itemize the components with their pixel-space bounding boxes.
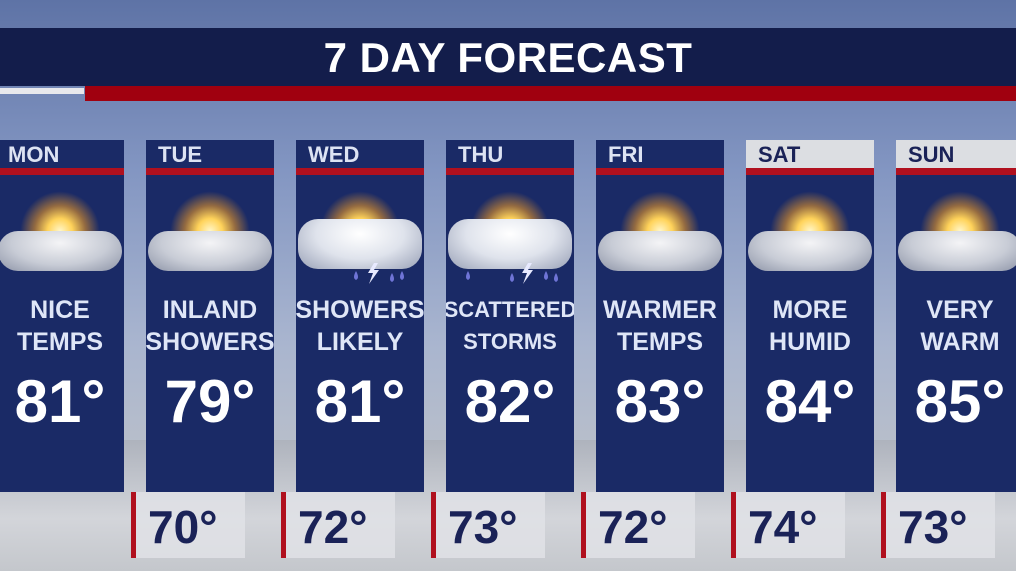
high-temp: 81° xyxy=(314,368,406,435)
forecast-description: MORE HUMID xyxy=(746,285,874,367)
day-column-thu: THU SCATTERED STORMS 82° xyxy=(446,140,574,492)
low-temp: 72° xyxy=(598,501,668,553)
day-divider xyxy=(0,168,124,175)
description-line-1: WARMER xyxy=(603,296,717,324)
accent-bar-white xyxy=(0,88,84,94)
description-line-2: TEMPS xyxy=(616,328,704,356)
day-divider xyxy=(146,168,274,175)
day-column-fri: FRI WARMER TEMPS 83° xyxy=(596,140,724,492)
day-divider xyxy=(446,168,574,175)
description-line-2: TEMPS xyxy=(16,328,104,356)
low-temp: 72° xyxy=(298,501,368,553)
cloud-icon xyxy=(298,219,422,269)
day-divider xyxy=(746,168,874,175)
day-column-tue: TUE INLAND SHOWERS 79° xyxy=(146,140,274,492)
description-line-2: WARM xyxy=(920,328,1000,356)
raindrop-icon xyxy=(466,271,470,280)
day-label: MON xyxy=(0,140,124,168)
low-temp-box: 70° xyxy=(131,492,245,558)
description-line-2: LIKELY xyxy=(316,328,404,356)
description-line-1: SHOWERS xyxy=(296,296,424,324)
forecast-description: NICE TEMPS xyxy=(0,285,124,367)
partly-sunny-icon xyxy=(896,175,1016,285)
rain-icon xyxy=(466,263,558,284)
day-divider xyxy=(896,168,1016,175)
low-temp-box: 74° xyxy=(731,492,845,558)
forecast-title: 7 DAY FORECAST xyxy=(323,34,693,81)
raindrop-icon xyxy=(554,273,558,282)
low-temp: 74° xyxy=(748,501,818,553)
high-temp: 81° xyxy=(14,368,106,435)
raindrop-icon xyxy=(510,273,514,282)
forecast-description: WARMER TEMPS xyxy=(596,285,724,367)
thunderstorm-icon xyxy=(296,175,424,285)
day-divider xyxy=(596,168,724,175)
accent-bar-red xyxy=(85,86,1016,101)
raindrop-icon xyxy=(354,271,358,280)
day-label: SAT xyxy=(746,140,874,168)
low-temp-box: 72° xyxy=(281,492,395,558)
description-line-1: VERY xyxy=(926,296,994,324)
day-label: SUN xyxy=(896,140,1016,168)
description-line-1: SCATTERED xyxy=(446,297,574,322)
forecast-description: VERY WARM xyxy=(896,285,1016,367)
lightning-icon xyxy=(368,263,379,284)
partly-sunny-icon xyxy=(146,175,274,285)
raindrop-icon xyxy=(544,271,548,280)
thunderstorm-icon xyxy=(446,175,574,285)
raindrop-icon xyxy=(390,273,394,282)
low-temp-box: 72° xyxy=(581,492,695,558)
low-temp: 70° xyxy=(148,501,218,553)
description-line-2: STORMS xyxy=(463,329,557,354)
cloud-icon xyxy=(598,231,722,271)
description-line-1: NICE xyxy=(30,296,90,324)
day-column-wed: WED SHOWERS LIKELY 81° xyxy=(296,140,424,492)
cloud-icon xyxy=(448,219,572,269)
high-temp: 85° xyxy=(914,368,1006,435)
description-line-1: MORE xyxy=(772,296,848,324)
day-column-sun: SUN VERY WARM 85° xyxy=(896,140,1016,492)
partly-sunny-icon xyxy=(746,175,874,285)
description-line-2: SHOWERS xyxy=(146,328,274,356)
low-temp-box: 73° xyxy=(881,492,995,558)
description-line-2: HUMID xyxy=(769,328,851,356)
low-temp: 73° xyxy=(448,501,518,553)
partly-sunny-icon xyxy=(0,175,124,285)
title-banner: 7 DAY FORECAST xyxy=(0,28,1016,86)
day-column-sat: SAT MORE HUMID 84° xyxy=(746,140,874,492)
forecast-description: SHOWERS LIKELY xyxy=(296,285,424,367)
rain-icon xyxy=(354,263,404,284)
cloud-icon xyxy=(898,231,1016,271)
description-line-1: INLAND xyxy=(162,296,258,324)
day-column-mon: MON NICE TEMPS 81° xyxy=(0,140,124,492)
cloud-icon xyxy=(148,231,272,271)
low-temp-box: 73° xyxy=(431,492,545,558)
day-label: THU xyxy=(446,140,574,168)
low-temp: 73° xyxy=(898,501,968,553)
high-temp: 79° xyxy=(164,368,256,435)
partly-sunny-icon xyxy=(596,175,724,285)
lightning-icon xyxy=(522,263,533,284)
raindrop-icon xyxy=(400,271,404,280)
forecast-description: INLAND SHOWERS xyxy=(146,285,274,367)
forecast-description: SCATTERED STORMS xyxy=(446,285,574,367)
day-label: FRI xyxy=(596,140,724,168)
day-divider xyxy=(296,168,424,175)
high-temp: 82° xyxy=(464,368,556,435)
cloud-icon xyxy=(748,231,872,271)
high-temp: 83° xyxy=(614,368,706,435)
cloud-icon xyxy=(0,231,122,271)
day-label: WED xyxy=(296,140,424,168)
high-temp: 84° xyxy=(764,368,856,435)
day-label: TUE xyxy=(146,140,274,168)
